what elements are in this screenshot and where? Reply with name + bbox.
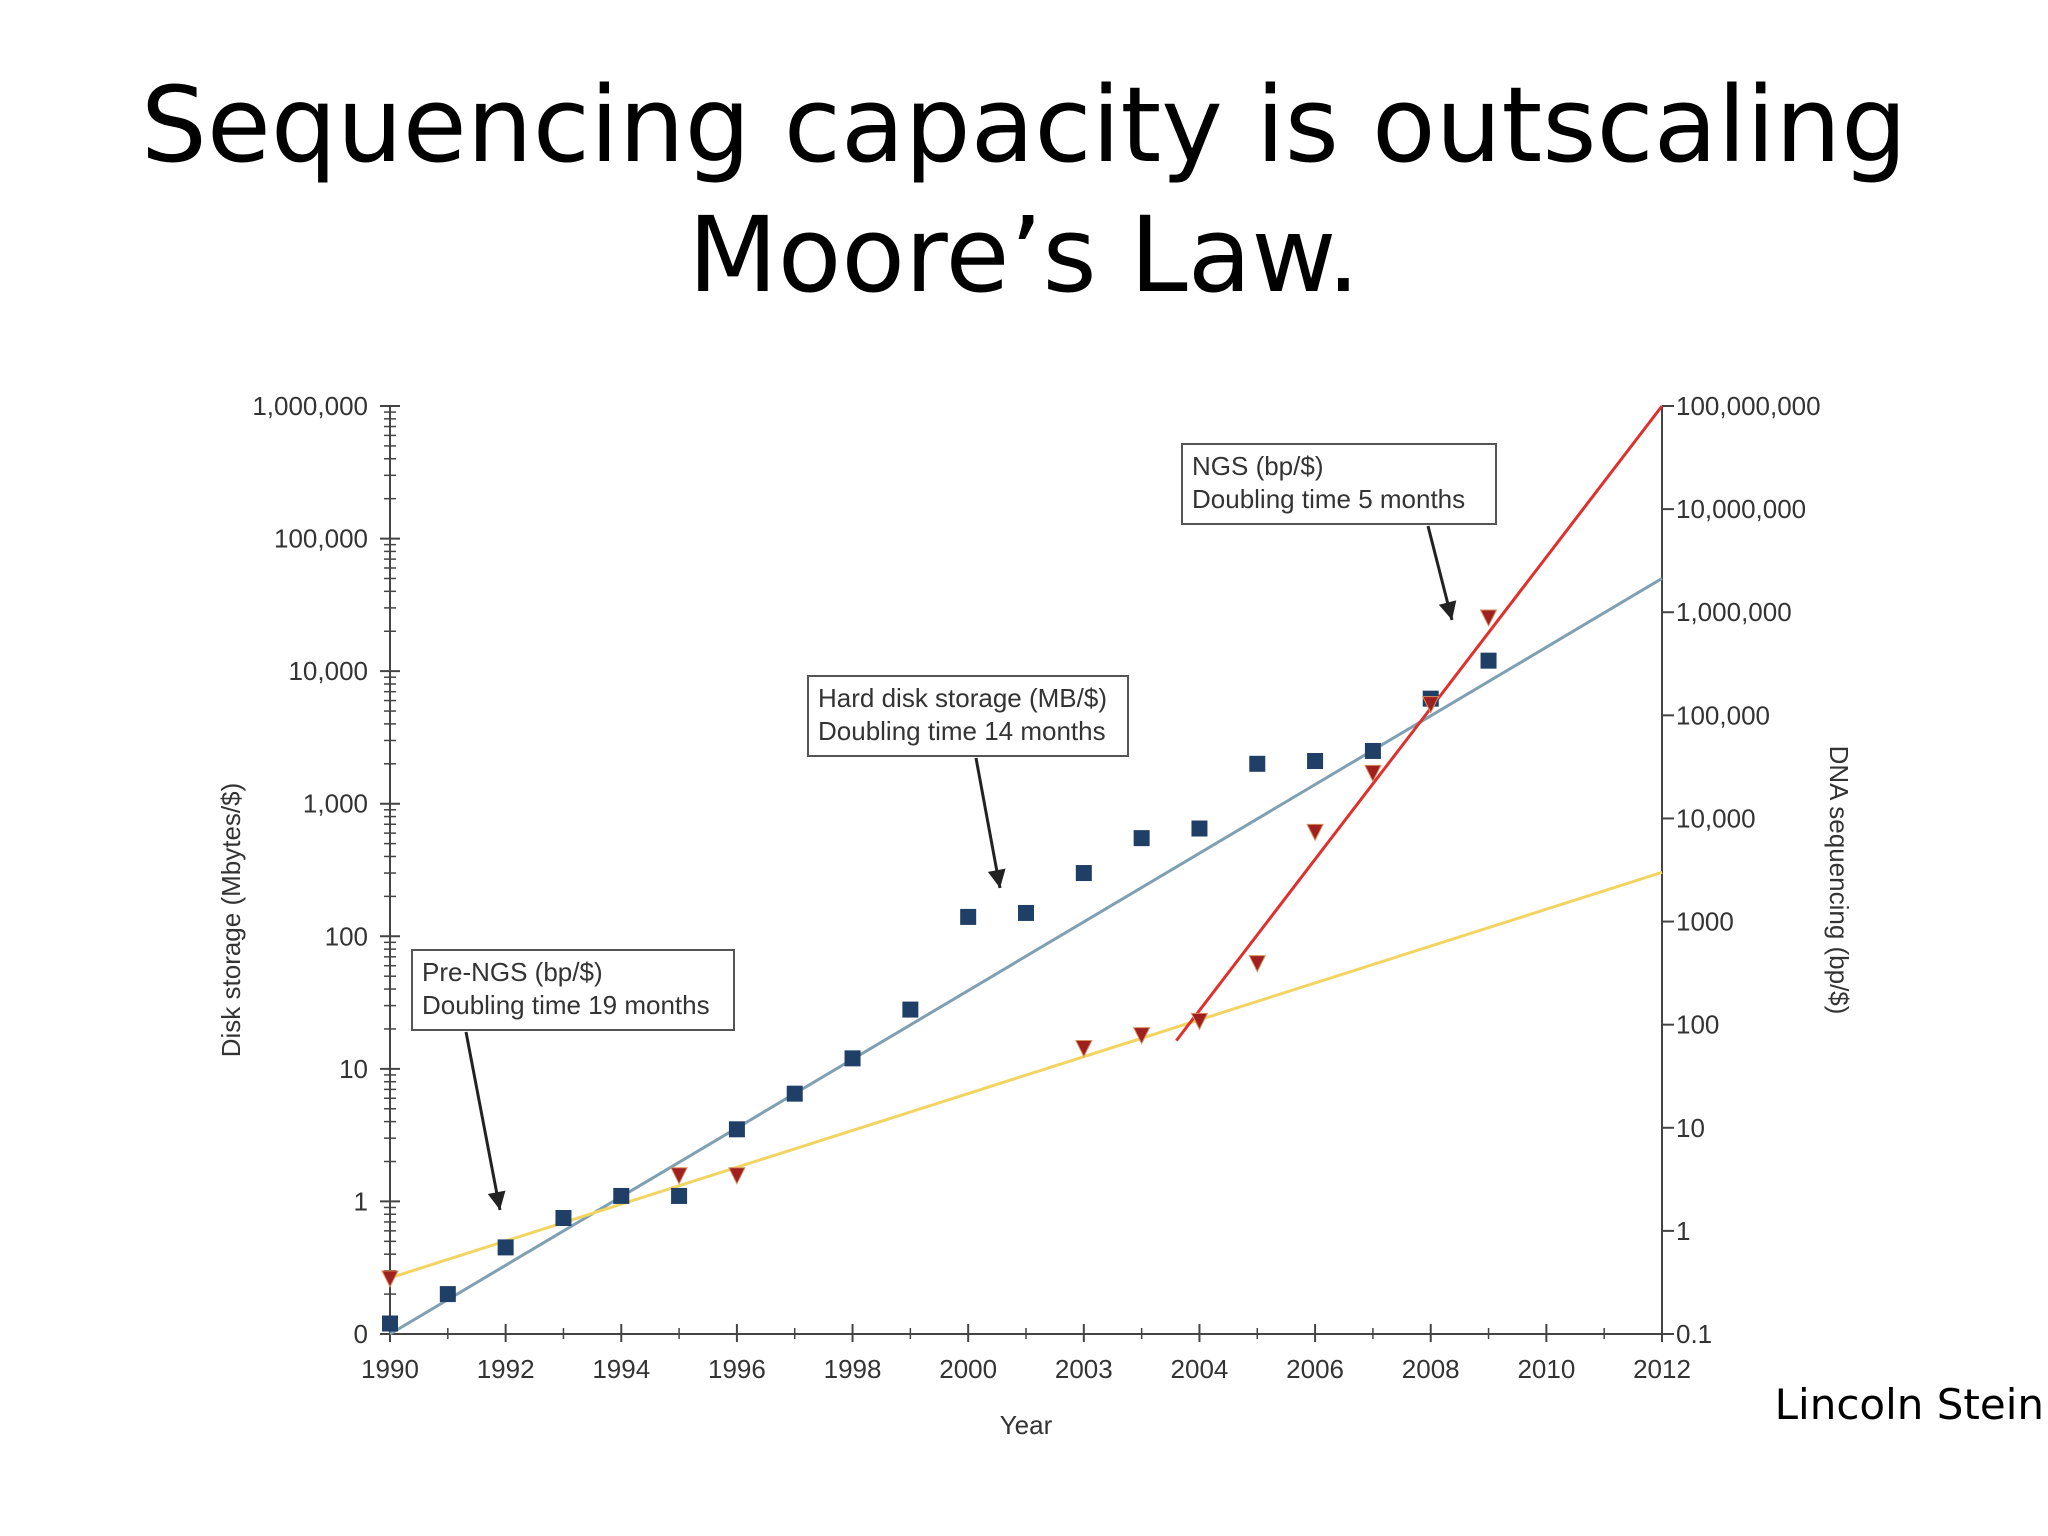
dna-sequencing-point [1075,1040,1093,1058]
annotation-line1: Pre-NGS (bp/$) [422,957,603,987]
dna-sequencing-point [1132,1027,1151,1045]
annotation-frame [411,949,735,1031]
disk-storage-point [902,1001,919,1018]
annotation-line1: Hard disk storage (MB/$) [818,683,1107,713]
chart-points [381,609,1498,1332]
credit-label: Lincoln Stein [1774,1380,2044,1429]
dna-sequencing-point [1364,764,1382,783]
disk-storage-point [613,1187,630,1204]
right-tick-label: 0.1 [1676,1319,1712,1349]
right-tick-label: 10 [1676,1113,1705,1143]
left-tick-label: 10 [339,1054,368,1084]
y-right-axis-title: DNA sequencing (bp/$) [1824,746,1854,1015]
right-tick-label: 100,000 [1676,700,1770,730]
annotation-line1: NGS (bp/$) [1192,451,1324,481]
right-tick-label: 10,000,000 [1676,494,1806,524]
trend-line [389,577,1663,1336]
chart-annotations: NGS (bp/$)Doubling time 5 months Hard dis… [411,443,1497,1211]
x-tick-label: 1998 [824,1354,882,1384]
slide-title-line1: Sequencing capacity is outscaling [140,64,1908,186]
annotation-arrow-shaft [974,757,1002,889]
disk-storage-point [1480,652,1497,669]
dna-sequencing-point [1479,609,1498,628]
chart-trend-lines [389,405,1664,1336]
chart-axes: 0 1 10 100 1,000 10,000 100,000 1,000,000 0.1 1 10… [216,391,1854,1440]
disk-storage-point [1133,830,1150,847]
x-tick-label: 2004 [1171,1354,1229,1384]
left-tick-label: 10,000 [288,656,368,686]
annotation-box: Hard disk storage (MB/$)Doubling time 14… [807,675,1129,889]
disk-storage-point [1018,904,1034,921]
x-tick-label: 2010 [1517,1354,1575,1384]
left-tick-label: 100,000 [274,524,368,554]
left-tick-label: 100 [325,921,368,951]
trend-line [1175,405,1664,1042]
disk-storage-point [1191,820,1208,837]
annotation-arrow-shaft [464,1031,502,1211]
disk-storage-point [497,1239,514,1256]
left-tick-label: 1 [354,1186,368,1216]
disk-storage-point [671,1187,688,1204]
x-tick-label: 2012 [1633,1354,1691,1384]
disk-storage-point [555,1209,572,1226]
annotation-line2: Doubling time 19 months [422,990,710,1020]
left-tick-label: 0 [354,1319,368,1349]
right-tick-label: 100 [1676,1010,1719,1040]
right-tick-label: 1000 [1676,907,1734,937]
slide-title-line2: Moore’s Law. [688,194,1360,316]
disk-storage-point [439,1286,456,1303]
annotation-box: Pre-NGS (bp/$)Doubling time 19 months [411,949,735,1211]
x-tick-label: 1990 [361,1354,419,1384]
x-tick-label: 1992 [477,1354,535,1384]
annotation-frame [807,675,1129,757]
disk-storage-point [1075,865,1092,882]
disk-storage-point [1364,742,1381,759]
disk-storage-point [1307,752,1324,769]
right-tick-label: 100,000,000 [1676,391,1821,421]
left-tick-label: 1,000 [303,789,368,819]
disk-storage-point [786,1085,803,1102]
dna-sequencing-point [381,1270,399,1289]
disk-storage-point [844,1050,861,1067]
dna-sequencing-point [1248,955,1267,973]
dna-sequencing-point [670,1167,688,1185]
disk-storage-point [1249,755,1266,772]
annotation-frame [1181,443,1497,525]
dna-sequencing-point [1306,823,1324,842]
disk-storage-point [382,1315,398,1332]
x-axis-title: Year [1000,1410,1053,1440]
dna-sequencing-point [1190,1012,1209,1031]
disk-storage-point [960,908,977,925]
annotation-line2: Doubling time 5 months [1192,484,1465,514]
dna-sequencing-point [1421,696,1440,714]
y-left-axis-title: Disk storage (Mbytes/$) [216,783,246,1058]
slide-title: Sequencing capacity is outscaling Moore’… [0,60,2048,320]
annotation-box: NGS (bp/$)Doubling time 5 months [1181,443,1497,621]
left-tick-label: 1,000,000 [252,391,368,421]
annotation-arrow-head [487,1190,506,1210]
annotation-line2: Doubling time 14 months [818,716,1106,746]
x-tick-label: 2003 [1055,1354,1113,1384]
disk-storage-point [728,1121,745,1138]
right-tick-label: 10,000 [1676,803,1756,833]
x-tick-label: 2000 [939,1354,997,1384]
x-tick-label: 2008 [1402,1354,1460,1384]
x-tick-label: 2006 [1286,1354,1344,1384]
annotation-arrow-head [987,868,1006,888]
trend-line [389,870,1663,1280]
annotation-arrow-head [1438,600,1457,620]
x-tick-label: 1996 [708,1354,766,1384]
right-tick-label: 1 [1676,1216,1690,1246]
x-tick-label: 1994 [592,1354,650,1384]
right-tick-label: 1,000,000 [1676,597,1792,627]
dna-sequencing-point [728,1167,746,1185]
